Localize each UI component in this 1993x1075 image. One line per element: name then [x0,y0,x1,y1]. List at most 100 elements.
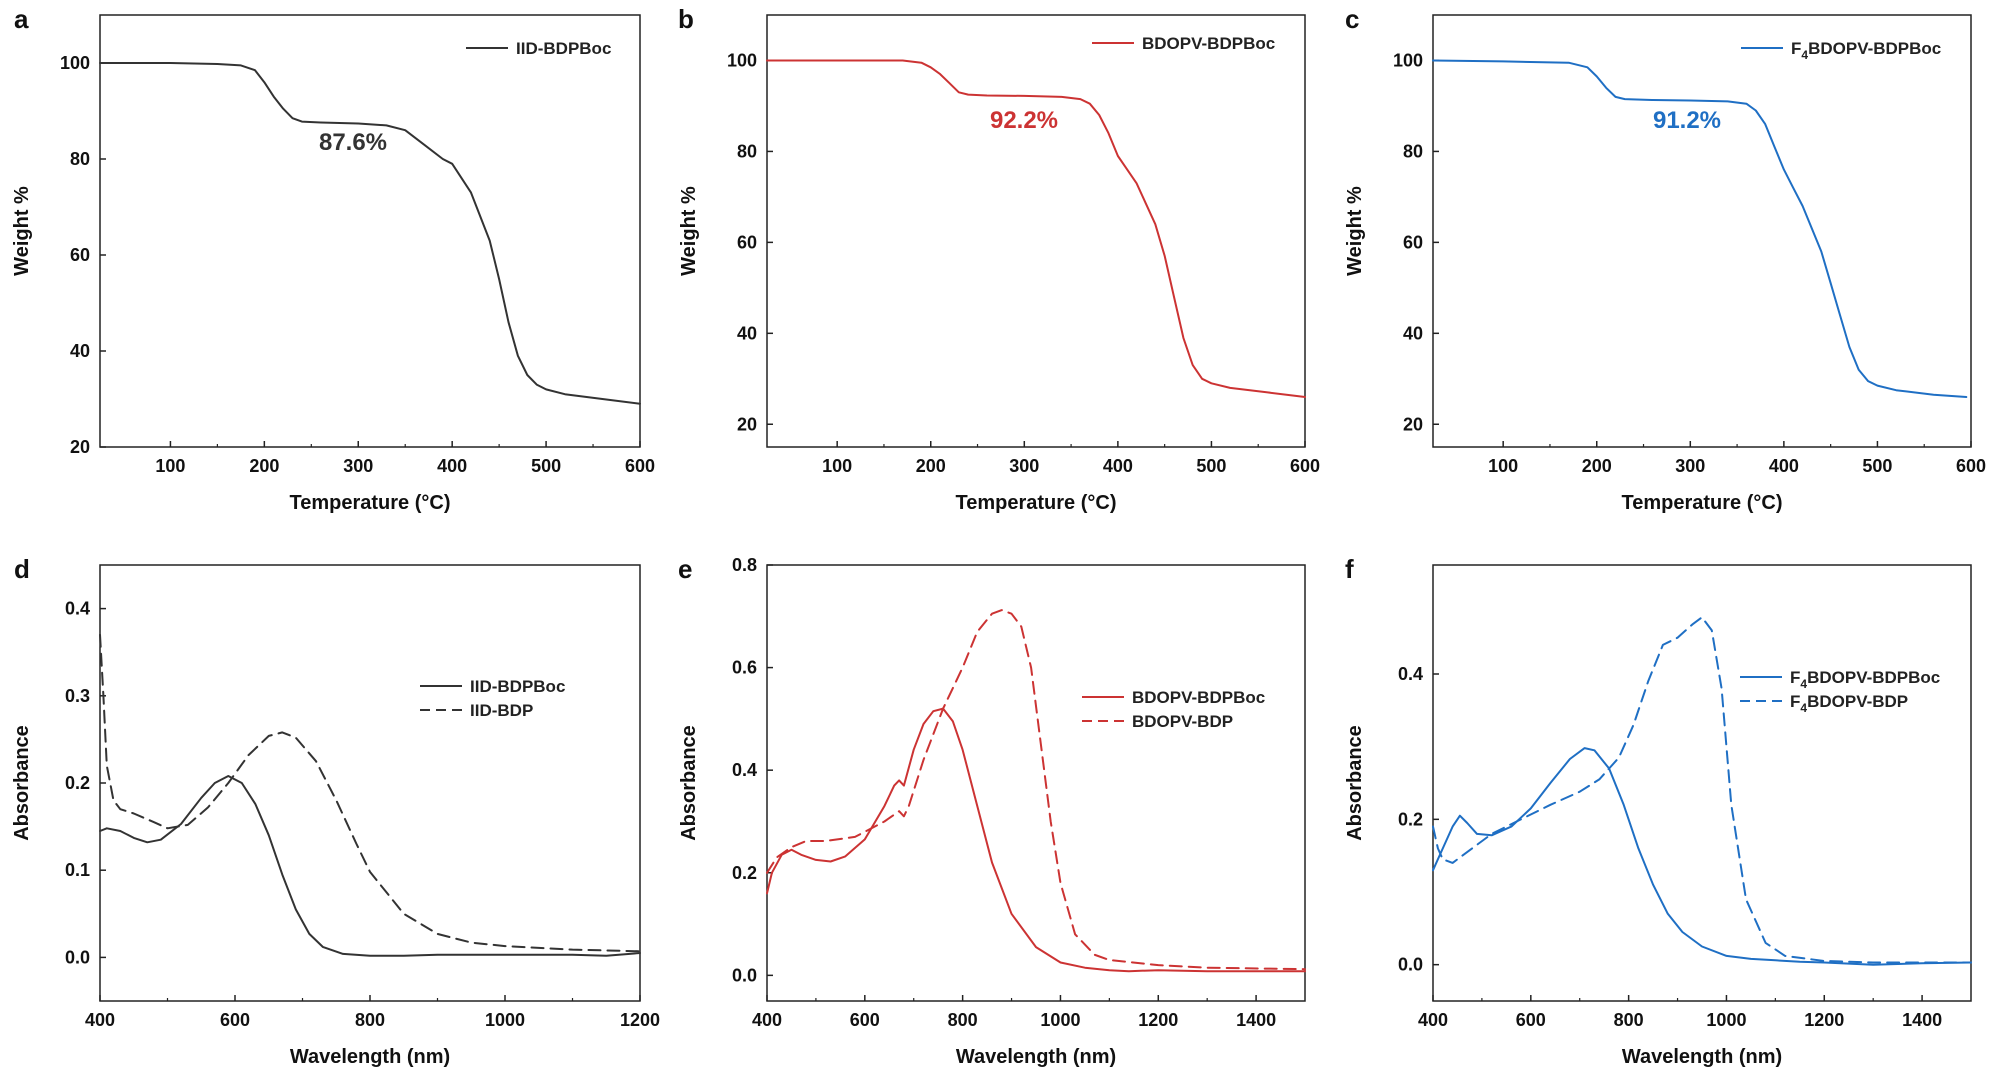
y-tick-label: 0.2 [732,863,757,883]
x-axis-label: Wavelength (nm) [956,1046,1116,1068]
x-tick-label: 300 [343,456,373,476]
y-tick-label: 0.4 [1398,664,1423,684]
y-tick-label: 60 [737,232,757,252]
x-tick-label: 600 [625,456,655,476]
y-tick-label: 0.0 [732,965,757,985]
x-tick-label: 500 [1196,456,1226,476]
chart-panel-f: f 400 600 800 1000 1200 1400 0.0 0.2 0.4 Wavelengt… [1344,554,1972,1068]
plot-frame [1432,14,1972,448]
x-tick-label: 1400 [1236,1010,1276,1030]
y-tick-label: 100 [727,50,757,70]
legend-label: BDOPV-BDPBoc [1142,34,1275,53]
x-tick-label: 1000 [1706,1010,1746,1030]
series-line-solid [1432,747,1972,966]
y-tick-label: 0.4 [732,760,757,780]
x-tick-label: 400 [1769,456,1799,476]
series-line-dashed [99,633,641,953]
legend-label: F4BDOPV-BDPBoc [1791,39,1941,62]
legend-label-part: F [1790,692,1800,711]
y-tick-label: 40 [737,323,757,343]
x-tick-label: 200 [916,456,946,476]
y-tick-label: 100 [60,53,90,73]
x-tick-label: 1200 [620,1010,660,1030]
x-tick-label: 1200 [1138,1010,1178,1030]
x-tick-label: 500 [531,456,561,476]
legend-label-part: BDOPV-BDP [1807,692,1908,711]
x-tick-label: 1000 [485,1010,525,1030]
x-tick-label: 300 [1675,456,1705,476]
x-tick-label: 100 [155,456,185,476]
x-axis-label: Temperature (°C) [290,492,451,514]
y-tick-label: 40 [70,341,90,361]
x-tick-label: 1000 [1040,1010,1080,1030]
plot-frame [766,14,1306,448]
x-axis-label: Temperature (°C) [1622,492,1783,514]
x-tick-label: 600 [220,1010,250,1030]
panel-letter: d [14,554,30,584]
y-tick-label: 60 [1403,232,1423,252]
x-axis-label: Temperature (°C) [956,492,1117,514]
y-tick-label: 20 [70,437,90,457]
x-tick-label: 100 [822,456,852,476]
y-tick-label: 0.2 [1398,809,1423,829]
x-tick-label: 1200 [1804,1010,1844,1030]
chart-panel-c: c 100 200 300 400 500 600 20 40 60 80 100 Temperatur… [1344,4,1986,514]
y-tick-label: 0.6 [732,658,757,678]
y-tick-label: 40 [1403,323,1423,343]
series-line-solid [766,59,1306,398]
y-tick-label: 0.4 [65,599,90,619]
panel-letter: c [1345,4,1359,34]
legend-label: IID-BDPBoc [470,677,565,696]
series-line-dashed [1432,616,1972,964]
x-tick-label: 200 [1582,456,1612,476]
residual-weight-annotation: 87.6% [319,129,387,156]
x-tick-label: 400 [752,1010,782,1030]
y-tick-label: 80 [737,141,757,161]
residual-weight-annotation: 91.2% [1653,107,1721,134]
y-tick-label: 0.2 [65,773,90,793]
panel-letter: e [678,554,692,584]
plot-frame [766,564,1306,1002]
x-tick-label: 600 [1516,1010,1546,1030]
x-tick-label: 400 [1103,456,1133,476]
x-tick-label: 1400 [1902,1010,1942,1030]
plot-frame [1432,564,1972,1002]
x-axis-label: Wavelength (nm) [290,1046,450,1068]
chart-panel-d: d 400 600 800 1000 1200 0.0 0.1 0.2 0.3 0.4 Wavelen… [11,554,660,1068]
x-tick-label: 300 [1009,456,1039,476]
x-tick-label: 800 [355,1010,385,1030]
x-axis-label: Wavelength (nm) [1622,1046,1782,1068]
y-axis-label: Absorbance [678,725,700,841]
y-axis-label: Weight % [11,186,33,276]
series-line-solid [99,62,641,405]
x-tick-label: 800 [948,1010,978,1030]
legend-label: IID-BDPBoc [516,39,611,58]
series-line-dashed [766,609,1306,971]
legend-label-subscript: 4 [1800,701,1807,715]
legend-label-part: F [1790,668,1800,687]
y-axis-label: Weight % [678,186,700,276]
legend-label-part: BDOPV-BDPBoc [1807,668,1940,687]
residual-weight-annotation: 92.2% [990,107,1058,134]
legend-label-part: F [1791,39,1801,58]
legend-label: BDOPV-BDPBoc [1132,688,1265,707]
plot-frame [99,14,641,448]
legend-label: BDOPV-BDP [1132,712,1233,731]
y-tick-label: 20 [1403,414,1423,434]
x-tick-label: 400 [85,1010,115,1030]
y-tick-label: 0.8 [732,555,757,575]
y-tick-label: 0.3 [65,686,90,706]
y-tick-label: 20 [737,414,757,434]
panel-letter: a [14,4,29,34]
x-tick-label: 600 [1290,456,1320,476]
x-tick-label: 600 [1956,456,1986,476]
legend-label: F4BDOPV-BDPBoc [1790,668,1940,691]
y-tick-label: 0.0 [1398,955,1423,975]
series-line-solid [99,775,641,957]
panel-letter: f [1345,554,1354,584]
y-axis-label: Weight % [1344,186,1366,276]
x-tick-label: 400 [437,456,467,476]
legend-label-subscript: 4 [1800,677,1807,691]
y-axis-label: Absorbance [11,725,33,841]
